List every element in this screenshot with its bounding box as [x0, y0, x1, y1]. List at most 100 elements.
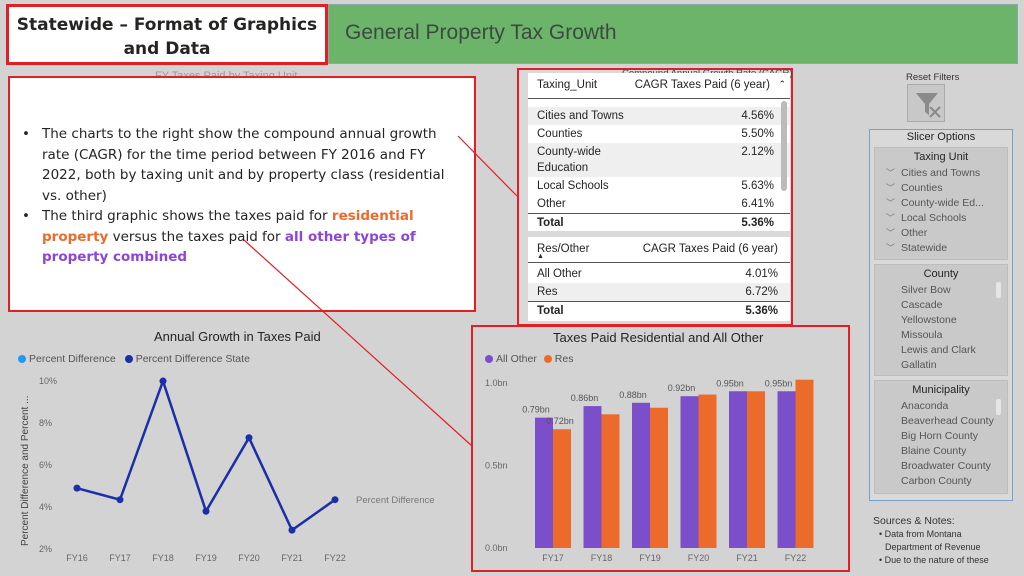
slicer-item[interactable]: Gallatin — [901, 359, 937, 371]
slicer-item[interactable]: Silver Bow — [901, 284, 951, 296]
column-header-taxing-unit[interactable]: Taxing_Unit — [537, 79, 598, 91]
line-chart-title: Annual Growth in Taxes Paid — [154, 329, 321, 344]
slicer-item[interactable]: Big Horn County — [901, 430, 979, 442]
slicer-item[interactable]: Lewis and Clark — [901, 344, 976, 356]
table-row[interactable]: Res 6.72% — [528, 283, 790, 301]
bullet-1: The charts to the right show the compoun… — [22, 124, 464, 206]
sources-notes: Sources & Notes: • Data from Montana Dep… — [873, 515, 989, 567]
bullet-2-text-b: versus the taxes paid for — [108, 228, 285, 245]
data-point — [73, 484, 81, 492]
slicer-scrollbar[interactable] — [996, 399, 1001, 415]
y-tick-label: 10% — [39, 376, 57, 386]
bar-res — [601, 414, 620, 548]
y-tick-label: 0.5bn — [485, 461, 508, 471]
column-header-res-other[interactable]: Res/Other — [537, 243, 590, 255]
slicer-item[interactable]: ﹀ Statewide — [886, 242, 948, 254]
y-tick-label: 1.0bn — [485, 378, 508, 388]
slicer-item[interactable]: Carbon County — [901, 475, 972, 487]
table-row[interactable]: Cities and Towns 4.56% — [528, 107, 790, 125]
slicer-item[interactable]: ﹀ County-wide Ed... — [886, 197, 984, 209]
slicer-item[interactable]: Blaine County — [901, 445, 967, 457]
slicer-title: Taxing Unit — [913, 151, 969, 163]
column-header-cagr[interactable]: CAGR Taxes Paid (6 year) — [634, 79, 770, 91]
chevron-down-icon[interactable]: ﹀ — [886, 243, 896, 253]
table-row[interactable]: County-wide Education 2.12% — [528, 143, 790, 177]
reset-filters-button[interactable] — [907, 84, 945, 122]
chevron-down-icon[interactable]: ﹀ — [886, 213, 896, 223]
table-row[interactable]: All Other 4.01% — [528, 265, 790, 283]
data-point — [159, 377, 167, 385]
table-scrollbar[interactable] — [781, 101, 787, 191]
x-tick-label: FY22 — [324, 553, 346, 563]
bullet-2-text-a: The third graphic shows the taxes paid f… — [42, 208, 332, 224]
chevron-down-icon[interactable]: ﹀ — [886, 228, 896, 238]
table-total-row: Total 5.36% — [528, 301, 790, 319]
county-slicer: County Silver Bow Cascade Yellowstone Mi… — [874, 264, 1008, 376]
slicer-scrollbar[interactable] — [996, 282, 1001, 298]
slicer-item[interactable]: Yellowstone — [901, 314, 957, 326]
line-chart[interactable]: 2% 4% 6% 8% 10% Percent Difference and Percen… — [0, 370, 470, 575]
x-tick-label: FY22 — [785, 553, 807, 563]
filter-clear-icon — [916, 93, 941, 118]
slicer-item[interactable]: Anaconda — [901, 400, 949, 412]
legend-label: Percent Difference State — [135, 353, 250, 365]
residential-highlight: residential property — [42, 208, 414, 245]
table-row[interactable]: Local Schools 5.63% — [537, 180, 774, 192]
bar-all-other — [680, 396, 699, 548]
table-row[interactable]: Counties 5.50% — [537, 128, 774, 140]
chevron-down-icon[interactable]: ﹀ — [886, 183, 896, 193]
legend-label: Percent Difference — [29, 353, 116, 365]
bar-all-other — [729, 391, 747, 548]
x-tick-label: FY17 — [542, 553, 564, 563]
data-point — [116, 496, 124, 504]
cagr-table[interactable]: Taxing_Unit CAGR Taxes Paid (6 year) ⌃ C… — [528, 73, 790, 231]
slicer-item[interactable]: ﹀ Other — [886, 227, 928, 239]
taxing-unit-slicer: Taxing Unit ﹀ Cities and Towns ﹀ Counties … — [874, 147, 1008, 260]
data-label: 0.72bn — [546, 416, 574, 426]
table-body: Cities and Towns 4.56% Counties 5.50% Coun… — [528, 107, 790, 231]
reset-filters-label: Reset Filters — [906, 72, 960, 83]
res-other-table[interactable]: Res/Other ▲ CAGR Taxes Paid (6 year) All… — [528, 237, 790, 321]
all-other-highlight: all other types of property combined — [42, 228, 416, 266]
chevron-down-icon[interactable]: ﹀ — [886, 168, 896, 178]
slicer-item[interactable]: ﹀ Counties — [886, 182, 943, 194]
chevron-down-icon[interactable]: ﹀ — [886, 198, 896, 208]
legend-label: Res — [554, 353, 574, 365]
y-tick-label: 4% — [39, 502, 52, 512]
column-header-cagr[interactable]: CAGR Taxes Paid (6 year) — [642, 243, 778, 255]
data-label: 0.79bn — [522, 405, 550, 415]
connector-line-bottom — [243, 239, 473, 447]
bar-all-other — [632, 402, 650, 548]
slicer-item[interactable]: ﹀ Cities and Towns — [886, 167, 981, 179]
slide-title: Statewide – Format of Graphics and Data — [6, 4, 328, 65]
bar-res — [650, 407, 668, 548]
slicer-options-title: Slicer Options — [906, 131, 976, 143]
connector-line-top — [457, 135, 518, 197]
slicer-item[interactable]: Missoula — [901, 329, 943, 341]
slicer-item[interactable]: ﹀ Local Schools — [886, 212, 967, 224]
bar-res — [698, 394, 717, 548]
x-tick-label: FY19 — [195, 553, 217, 563]
notes-line: Department of Revenue — [885, 542, 981, 552]
sort-up-icon[interactable]: ⌃ — [778, 79, 786, 89]
y-tick-label: 2% — [39, 544, 52, 554]
line-end-label: Percent Difference — [356, 495, 435, 506]
x-tick-label: FY20 — [238, 553, 260, 563]
slicer-item[interactable]: Cascade — [901, 299, 943, 311]
x-tick-label: FY17 — [109, 553, 131, 563]
slicer-item[interactable]: Beaverhead County — [901, 415, 994, 427]
municipality-slicer: Municipality Anaconda Beaverhead County … — [874, 380, 1008, 494]
table-row[interactable]: Other 6.41% — [528, 195, 790, 213]
legend-dot-all-other — [485, 355, 493, 364]
data-point — [288, 526, 296, 534]
legend-dot-percent-difference-state — [124, 355, 133, 364]
bar-res — [795, 379, 814, 548]
bar-res — [747, 391, 765, 548]
sort-asc-icon[interactable]: ▲ — [537, 253, 544, 260]
x-tick-label: FY16 — [66, 553, 88, 563]
slicer-item[interactable]: Broadwater County — [901, 460, 991, 472]
slicer-title: County — [923, 268, 959, 280]
x-tick-label: FY18 — [591, 553, 613, 563]
